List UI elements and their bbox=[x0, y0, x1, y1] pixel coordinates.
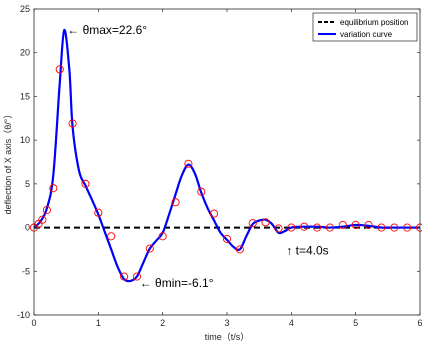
sample-marker bbox=[184, 159, 193, 168]
annotation-layer: ← θmax=22.6° ← θmin=-6.1° ↑ t=4.0s bbox=[67, 23, 328, 290]
y-tick-label: -10 bbox=[17, 310, 30, 320]
legend: equilibrium position variation curve bbox=[312, 12, 418, 42]
sample-marker bbox=[377, 223, 386, 232]
y-tick-label: 5 bbox=[25, 179, 30, 189]
x-tick-label: 6 bbox=[417, 318, 422, 328]
sample-marker bbox=[68, 119, 77, 128]
sample-marker bbox=[351, 220, 360, 229]
sample-marker bbox=[338, 220, 347, 229]
y-tick-label: 25 bbox=[20, 4, 30, 14]
x-tick-label: 4 bbox=[289, 318, 294, 328]
sample-marker bbox=[42, 206, 51, 215]
peak-annotation: ← θmax=22.6° bbox=[67, 23, 147, 37]
y-tick-label: 0 bbox=[25, 223, 30, 233]
sample-marker bbox=[171, 198, 180, 207]
y-tick-label: 15 bbox=[20, 91, 30, 101]
sample-marker bbox=[145, 244, 154, 253]
sample-marker bbox=[132, 272, 141, 281]
y-tick-label: 10 bbox=[20, 135, 30, 145]
sample-marker bbox=[158, 232, 167, 241]
sample-marker bbox=[197, 187, 206, 196]
y-tick-label: 20 bbox=[20, 48, 30, 58]
sample-marker bbox=[325, 223, 334, 232]
x-tick-label: 5 bbox=[353, 318, 358, 328]
y-tick-label: -5 bbox=[22, 266, 30, 276]
x-tick-label: 1 bbox=[96, 318, 101, 328]
peak-annotation: ↑ t=4.0s bbox=[286, 243, 328, 257]
sample-marker bbox=[274, 224, 283, 233]
sample-marker bbox=[49, 184, 58, 193]
plot-area bbox=[34, 9, 420, 315]
x-axis-label: time（t/s） bbox=[205, 332, 250, 342]
sample-marker bbox=[248, 219, 257, 228]
curve-layer bbox=[33, 28, 420, 283]
x-tick-label: 0 bbox=[31, 318, 36, 328]
sample-marker bbox=[81, 179, 90, 188]
x-tick-label: 2 bbox=[160, 318, 165, 328]
sample-marker bbox=[120, 272, 129, 281]
legend-label-equilibrium: equilibrium position bbox=[340, 18, 408, 27]
sample-marker bbox=[210, 209, 219, 218]
y-axis-label: deflection of X axis（θ/°） bbox=[3, 110, 13, 215]
sample-marker bbox=[364, 220, 373, 229]
variation-curve-line bbox=[33, 28, 420, 283]
sample-marker bbox=[390, 223, 399, 232]
sample-marker bbox=[222, 234, 232, 243]
sample-marker bbox=[94, 208, 103, 217]
sample-marker bbox=[38, 215, 47, 224]
sample-marker bbox=[261, 218, 270, 227]
sample-marker bbox=[107, 232, 116, 241]
x-tick-label: 3 bbox=[224, 318, 229, 328]
sample-marker bbox=[313, 223, 322, 232]
sample-marker bbox=[300, 222, 309, 231]
legend-box bbox=[312, 12, 418, 42]
tick-layer: 0 1 2 3 4 5 6 -10 -5 0 5 10 15 20 25 bbox=[17, 4, 422, 328]
legend-label-curve: variation curve bbox=[340, 30, 393, 39]
sample-marker bbox=[235, 245, 244, 254]
sample-marker bbox=[55, 65, 64, 74]
sample-marker bbox=[403, 223, 412, 232]
sample-marker bbox=[287, 223, 296, 232]
peak-annotation: ← θmin=-6.1° bbox=[140, 276, 214, 290]
